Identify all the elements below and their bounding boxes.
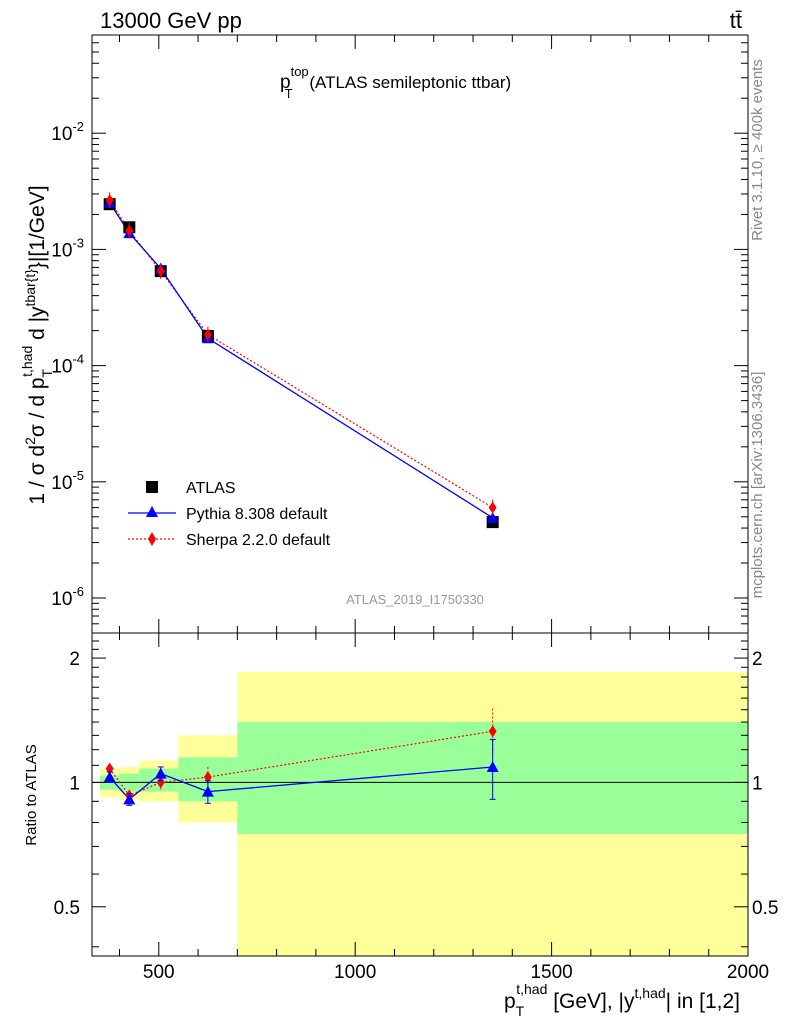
ratio-panel: 0.5 0.5 1 1 2 2 500 1000 1500 2000 Ratio to ATLAS…	[23, 632, 778, 1019]
pythia-ratio-point	[154, 767, 167, 779]
legend: ATLAS Pythia 8.308 default Sherpa 2.2.0 …	[128, 480, 331, 549]
plot-title-rest: (ATLAS semileptonic ttbar)	[305, 73, 512, 92]
sherpa-ratio-point	[488, 725, 497, 738]
main-y-tick-label: 10-4	[51, 352, 84, 378]
sherpa-point	[125, 224, 134, 237]
ratio-y-tick-label-left: 2	[69, 649, 80, 670]
x-axis-label: pTt,had [GeV], |yt,had| in [1,2]	[504, 981, 740, 1019]
header-process-label: tt̄	[730, 8, 742, 33]
ratio-y-axis-label: Ratio to ATLAS	[23, 744, 40, 845]
pythia-ratio-point	[123, 793, 136, 805]
main-y-tick-label: 10-2	[51, 119, 84, 145]
pythia-ratio-point	[486, 760, 499, 772]
main-data-marks	[103, 192, 499, 529]
analysis-watermark: ATLAS_2019_I1750330	[346, 592, 484, 607]
plot-title: ptop T (ATLAS semileptonic ttbar)	[280, 64, 511, 101]
ratio-axis-ticks: 0.5 0.5 1 1 2 2 500 1000 1500 2000	[54, 633, 778, 983]
rivet-version-label: Rivet 3.1.10, ≥ 400k events	[749, 59, 766, 241]
sherpa-point	[156, 265, 165, 278]
main-y-axis-label: 1 / σ d2σ / d pTt,had d |ytbar{t}}|[1/Ge…	[19, 185, 55, 504]
plot-title-sup: top	[291, 64, 309, 79]
plot-title-main: p	[280, 72, 291, 93]
legend-label-sherpa: Sherpa 2.2.0 default	[186, 532, 331, 549]
sherpa-ratio-point	[203, 771, 212, 784]
sherpa-point	[203, 328, 212, 341]
x-tick-label: 500	[143, 962, 175, 983]
main-panel: 10-6 10-5 10-4 10-3 10-2 ptop T (ATLAS semile…	[19, 34, 749, 634]
sherpa-line	[109, 199, 493, 509]
ratio-y-tick-label-right: 0.5	[752, 898, 778, 919]
ratio-y-tick-label-left: 0.5	[54, 898, 80, 919]
ratio-y-tick-label-right: 2	[752, 649, 763, 670]
legend-marker-pythia	[146, 506, 158, 517]
legend-label-pythia: Pythia 8.308 default	[186, 506, 328, 523]
main-y-tick-label: 10-5	[51, 468, 84, 494]
pythia-line	[109, 202, 494, 519]
ratio-y-tick-label-left: 1	[69, 773, 80, 794]
mcplots-credit-label: mcplots.cern.ch [arXiv:1306.3436]	[749, 372, 766, 599]
sherpa-point	[488, 501, 497, 514]
legend-marker-atlas	[146, 481, 158, 493]
ratio-uncertainty-bands	[92, 672, 749, 956]
pythia-ratio-point	[103, 771, 116, 783]
plot-title-sub: T	[285, 86, 293, 101]
ratio-data-marks	[103, 708, 499, 806]
legend-marker-sherpa	[148, 532, 156, 546]
ratio-y-tick-label-right: 1	[752, 773, 763, 794]
main-y-tick-label: 10-3	[51, 235, 84, 261]
pythia-ratio-point	[201, 785, 214, 797]
x-tick-label: 1000	[334, 962, 376, 983]
pythia-point	[486, 511, 499, 523]
main-y-tick-label: 10-6	[51, 584, 84, 610]
sherpa-ratio-point	[156, 776, 165, 789]
x-tick-label: 1500	[530, 962, 572, 983]
main-axis-ticks: 10-6 10-5 10-4 10-3 10-2	[51, 34, 749, 634]
ratio-frame	[91, 632, 749, 957]
x-tick-label: 2000	[727, 962, 769, 983]
sherpa-point	[105, 194, 114, 207]
legend-label-atlas: ATLAS	[186, 480, 236, 497]
header-energy-label: 13000 GeV pp	[100, 8, 242, 33]
